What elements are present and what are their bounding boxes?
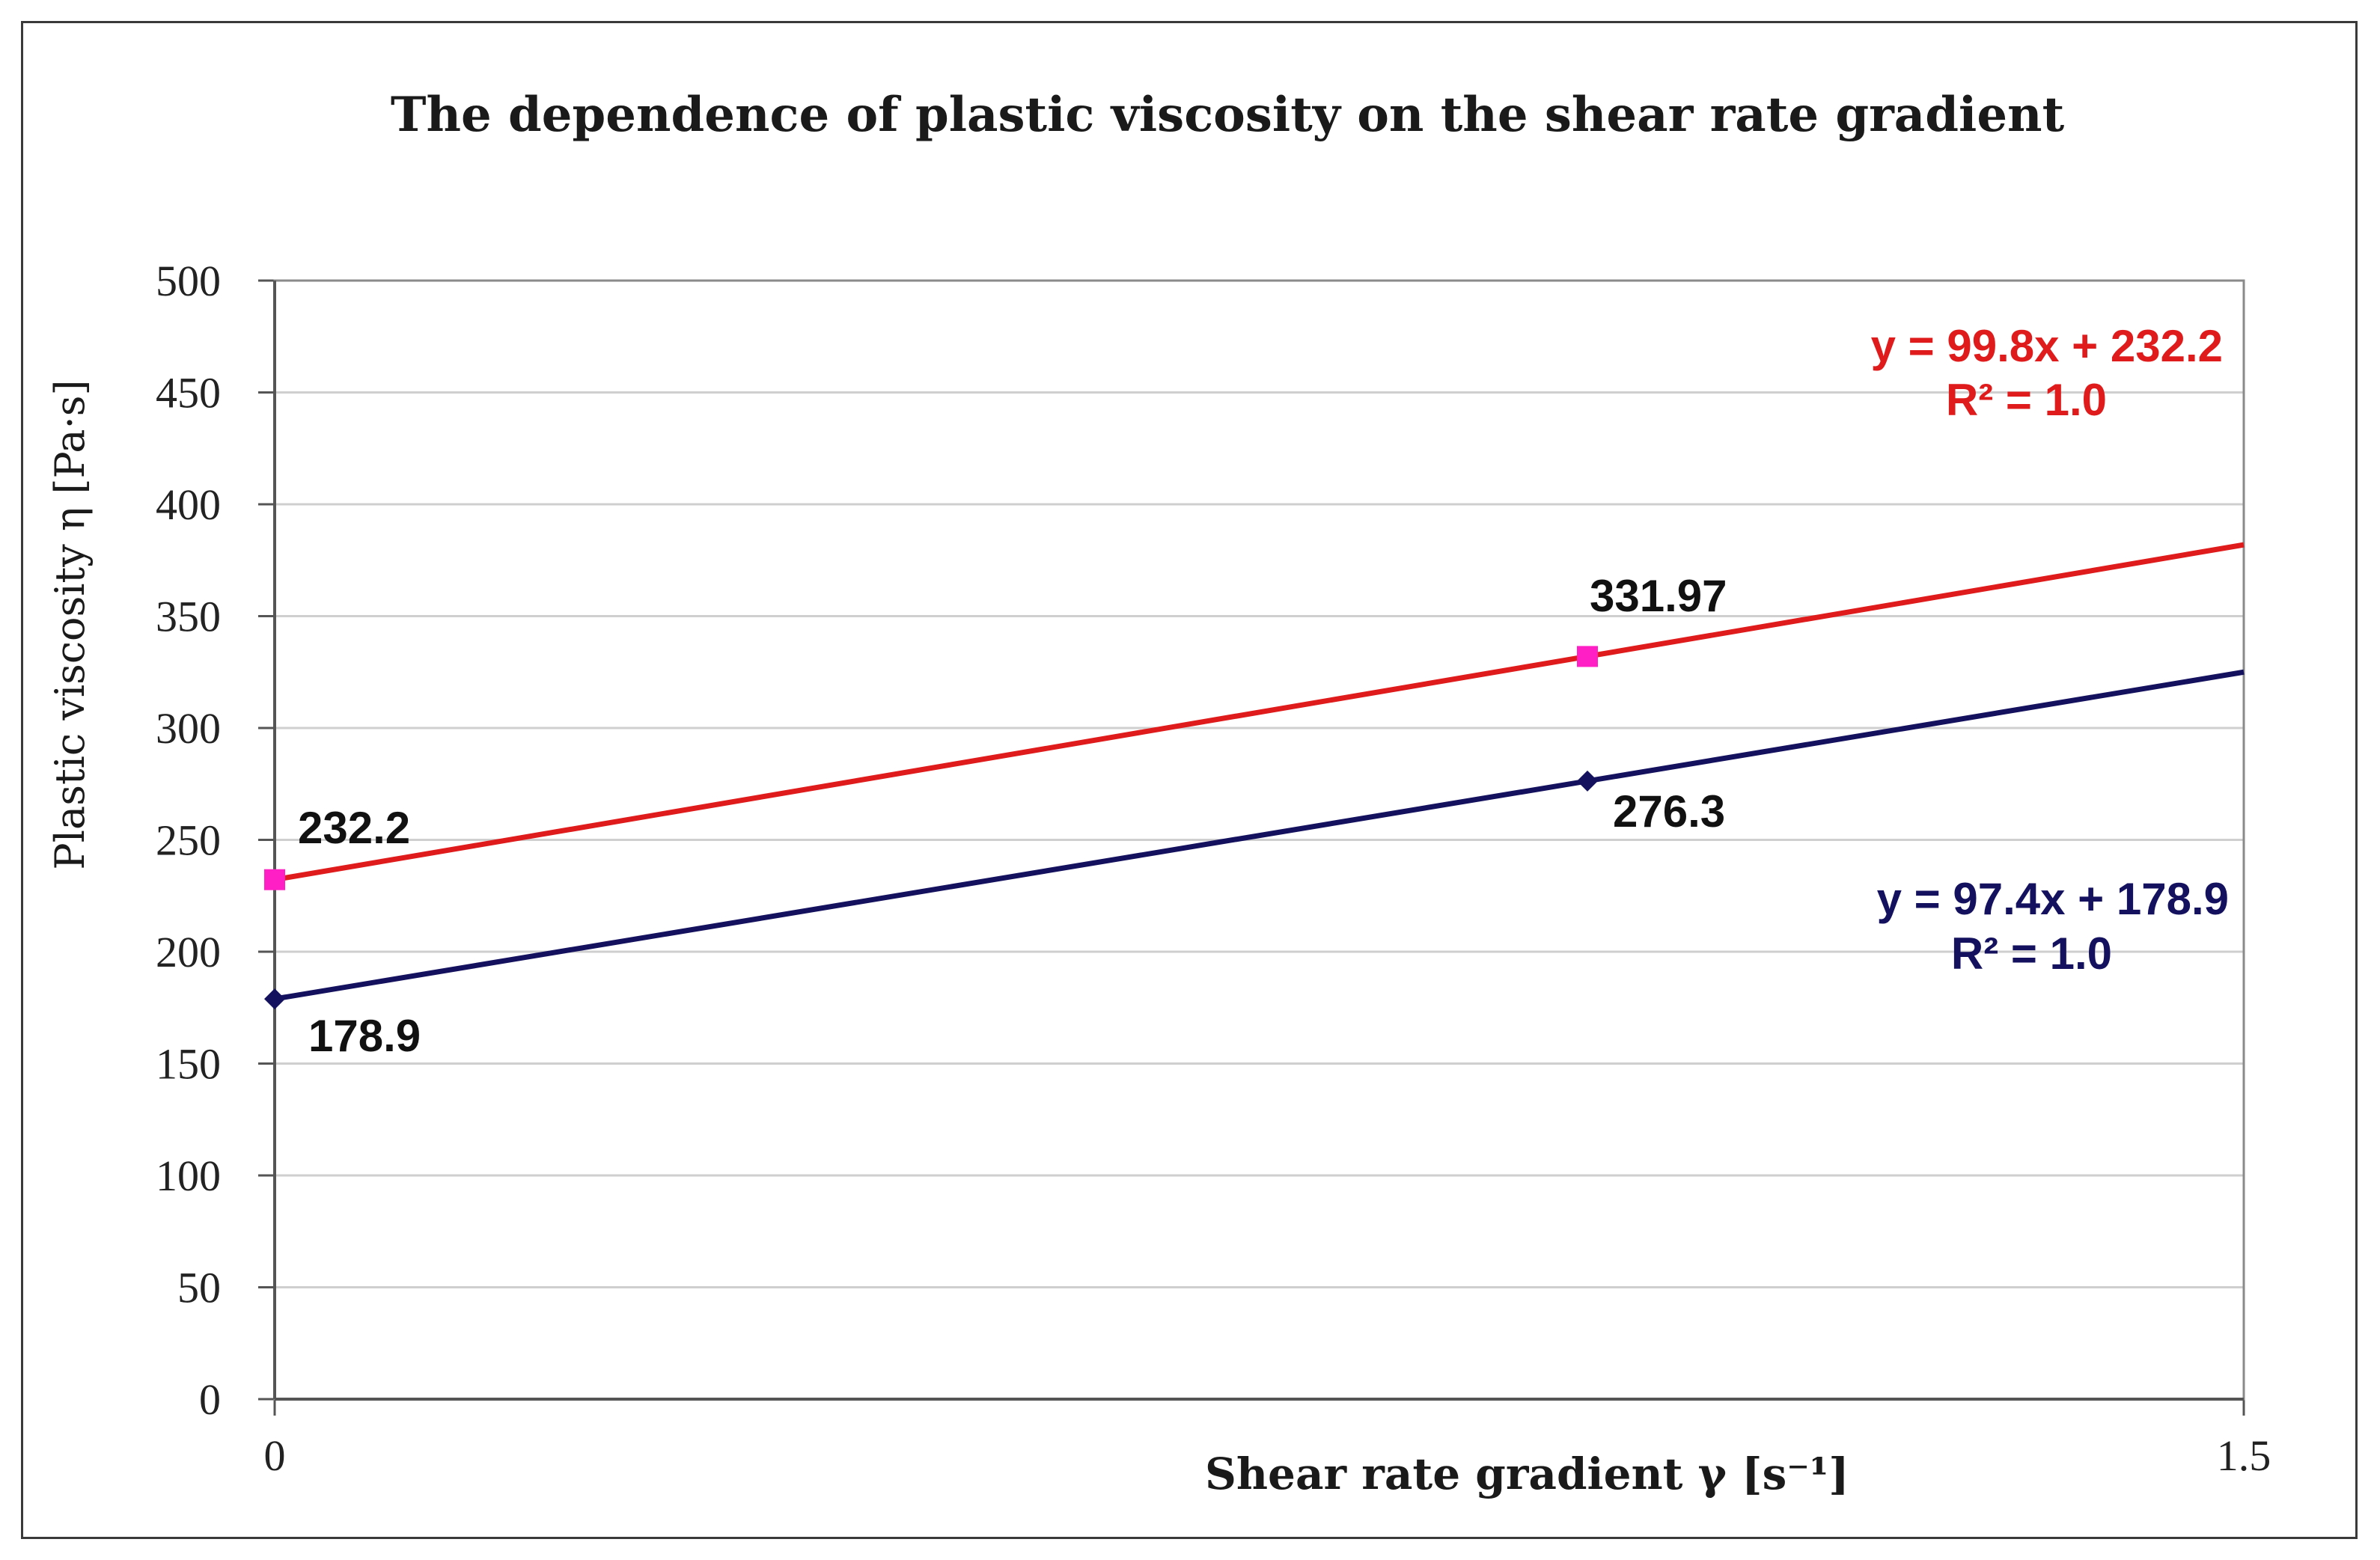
y-tick-label-150: 150 [156, 1040, 221, 1089]
y-tick-label-350: 350 [156, 593, 221, 641]
marker-lower-0 [264, 988, 285, 1010]
y-tick-label-200: 200 [156, 928, 221, 976]
point-label-upper-1: 331.97 [1590, 571, 1727, 621]
marker-upper-0 [264, 869, 285, 890]
y-tick-label-500: 500 [156, 257, 221, 305]
trendline-upper [274, 542, 2245, 883]
point-label-upper-0: 232.2 [298, 803, 410, 853]
y-tick-label-50: 50 [177, 1264, 221, 1312]
marker-upper-1 [1577, 646, 1598, 667]
grid-lines [258, 279, 2245, 1416]
x-tick-label-0: 0 [264, 1431, 286, 1480]
x-tick-label-1.5: 1.5 [2217, 1431, 2271, 1480]
y-tick-label-450: 450 [156, 369, 221, 417]
chart-title: The dependence of plastic viscosity on t… [391, 87, 2065, 143]
marker-lower-1 [1577, 770, 1598, 792]
series-lower-r2: R² = 1.0 [1951, 929, 2112, 979]
y-tick-labels: 0 50 100 150 200 250 300 350 400 450 500 [156, 257, 221, 1424]
chart-frame [21, 21, 2358, 1539]
point-label-lower-0: 178.9 [308, 1011, 421, 1061]
y-axis-label: Plastic viscosity η [Pa·s] [46, 379, 94, 869]
point-label-lower-1: 276.3 [1613, 786, 1725, 836]
x-axis-label: Shear rate gradient γ [s⁻¹] [1205, 1449, 1849, 1499]
trendline-lower [274, 669, 2245, 1002]
y-tick-label-250: 250 [156, 816, 221, 865]
y-tick-label-400: 400 [156, 480, 221, 529]
y-tick-label-300: 300 [156, 704, 221, 753]
series-upper-equation: y = 99.8x + 232.2 [1871, 321, 2223, 371]
y-tick-label-0: 0 [199, 1375, 221, 1424]
series-lower-equation: y = 97.4x + 178.9 [1877, 874, 2229, 924]
series-layer [264, 542, 2245, 1010]
series-upper-r2: R² = 1.0 [1946, 375, 2107, 425]
y-tick-label-100: 100 [156, 1151, 221, 1200]
